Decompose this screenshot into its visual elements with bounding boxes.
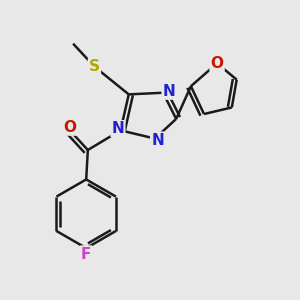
Text: N: N	[163, 84, 176, 99]
Text: N: N	[151, 133, 164, 148]
Text: O: O	[63, 120, 76, 135]
Text: N: N	[112, 121, 124, 136]
Text: O: O	[211, 56, 224, 71]
Text: S: S	[89, 59, 100, 74]
Text: F: F	[81, 247, 92, 262]
